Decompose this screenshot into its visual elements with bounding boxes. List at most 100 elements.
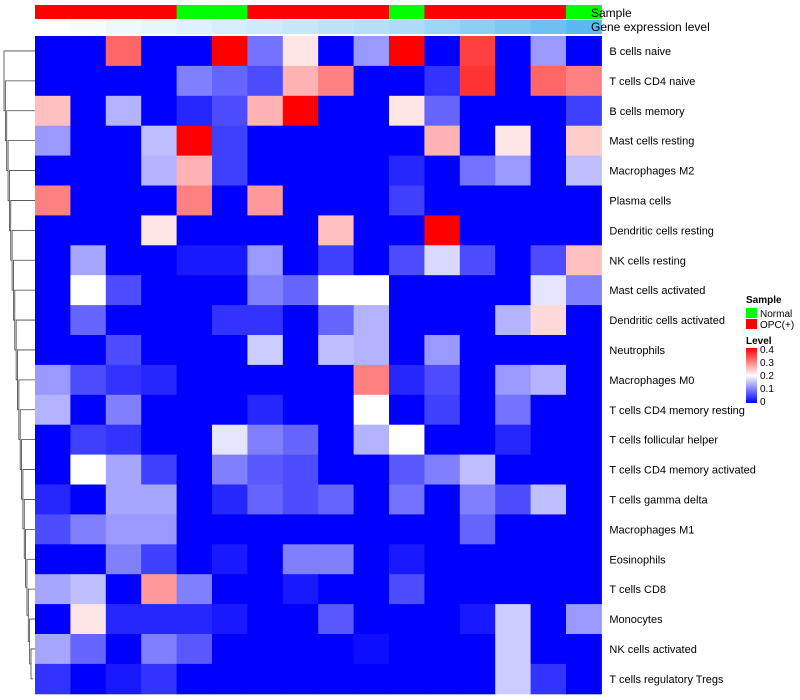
heatmap-cell xyxy=(105,484,142,515)
heatmap-cell xyxy=(353,335,390,366)
heatmap-cell xyxy=(70,394,107,426)
heatmap-cell xyxy=(459,574,496,605)
legend-level-colorbar xyxy=(746,348,757,403)
gene-annotation-cell xyxy=(70,20,107,34)
heatmap-cell xyxy=(566,634,602,665)
heatmap-cell xyxy=(141,634,178,665)
heatmap-cell xyxy=(318,544,355,575)
heatmap-cell xyxy=(247,215,284,246)
heatmap-cell xyxy=(566,574,602,605)
heatmap-cell xyxy=(70,364,107,396)
heatmap-cell xyxy=(495,604,532,635)
heatmap-cell xyxy=(141,484,178,515)
row-label: T cells follicular helper xyxy=(609,435,718,447)
heatmap-cell xyxy=(141,275,178,306)
heatmap-cell xyxy=(566,544,602,575)
heatmap-cell xyxy=(282,125,319,157)
legend-level-title: Level xyxy=(746,336,772,347)
heatmap-cell xyxy=(247,305,284,336)
heatmap-cell xyxy=(282,454,319,485)
heatmap-cell xyxy=(318,364,355,396)
heatmap-cell xyxy=(459,663,496,695)
heatmap-cell xyxy=(459,245,496,276)
heatmap-cell xyxy=(353,574,390,605)
heatmap-cell xyxy=(389,544,425,575)
heatmap-cell xyxy=(176,634,213,665)
heatmap-cell xyxy=(530,215,567,246)
heatmap-cell xyxy=(353,275,390,306)
heatmap-cell xyxy=(35,95,71,127)
heatmap-cell xyxy=(530,634,567,665)
heatmap-cell xyxy=(105,663,142,695)
gene-annotation-label: Gene expression level xyxy=(591,20,710,34)
heatmap-cell xyxy=(176,215,213,246)
heatmap-cell xyxy=(389,484,425,515)
row-label: Monocytes xyxy=(609,614,663,626)
heatmap-cell xyxy=(389,95,425,127)
heatmap-cell xyxy=(566,335,602,366)
heatmap-cell xyxy=(566,36,602,67)
heatmap-cell xyxy=(247,454,284,485)
heatmap-cell xyxy=(459,364,496,396)
heatmap-cell xyxy=(389,305,425,336)
heatmap-cell xyxy=(176,305,213,336)
heatmap-cell xyxy=(318,65,355,97)
sample-annotation-cell xyxy=(141,5,178,19)
row-label: Macrophages M1 xyxy=(609,524,694,536)
heatmap-cell xyxy=(105,125,142,157)
heatmap-cell xyxy=(35,215,71,246)
heatmap-cell xyxy=(495,484,532,515)
heatmap-cell xyxy=(424,335,461,366)
heatmap-cell xyxy=(353,364,390,396)
heatmap-cell xyxy=(424,454,461,485)
heatmap-cell xyxy=(35,544,71,575)
heatmap-cell xyxy=(247,484,284,515)
sample-annotation-cell xyxy=(389,5,425,19)
heatmap-cell xyxy=(70,574,107,605)
heatmap-cell xyxy=(353,514,390,545)
row-label: T cells CD4 memory resting xyxy=(609,405,745,417)
gene-expression-annotation-bar xyxy=(35,20,602,34)
heatmap-cell xyxy=(105,245,142,276)
heatmap-cell xyxy=(176,364,213,396)
heatmap-cell xyxy=(530,125,567,157)
heatmap-cell xyxy=(176,604,213,635)
heatmap-cell xyxy=(566,394,602,426)
heatmap-cell xyxy=(353,65,390,97)
heatmap-cell xyxy=(247,634,284,665)
heatmap-cell xyxy=(141,305,178,336)
row-label: Neutrophils xyxy=(609,345,665,357)
dendrogram-branch xyxy=(3,50,35,112)
gene-annotation-cell xyxy=(212,20,248,34)
heatmap-cell xyxy=(530,454,567,485)
sample-annotation-cell xyxy=(424,5,461,19)
heatmap-cell xyxy=(282,634,319,665)
heatmap-cell xyxy=(530,394,567,426)
heatmap-cell xyxy=(176,245,213,276)
heatmap-cell xyxy=(176,574,213,605)
heatmap-cell xyxy=(495,95,532,127)
heatmap-cell xyxy=(459,424,496,456)
heatmap-cell xyxy=(247,245,284,276)
heatmap-cell xyxy=(566,95,602,127)
heatmap-cell xyxy=(70,634,107,665)
heatmap-cell xyxy=(70,185,107,216)
heatmap-cell xyxy=(247,36,284,67)
heatmap-cell xyxy=(424,155,461,186)
heatmap-cell xyxy=(389,454,425,485)
row-label: Plasma cells xyxy=(609,195,671,207)
heatmap-cell xyxy=(141,604,178,635)
heatmap-cell xyxy=(318,95,355,127)
heatmap-cell xyxy=(247,394,284,426)
heatmap-cell xyxy=(459,604,496,635)
heatmap-cell xyxy=(495,185,532,216)
heatmap-cell xyxy=(141,454,178,485)
heatmap-cell xyxy=(282,215,319,246)
heatmap-cell xyxy=(424,95,461,127)
heatmap-cell xyxy=(212,125,248,157)
sample-annotation-bar xyxy=(35,5,602,19)
heatmap-cell xyxy=(105,604,142,635)
heatmap-cell xyxy=(495,454,532,485)
row-label: Mast cells resting xyxy=(609,136,694,148)
legend: Sample Normal OPC(+) Level 0.4 0.3 0.2 0… xyxy=(746,295,794,408)
